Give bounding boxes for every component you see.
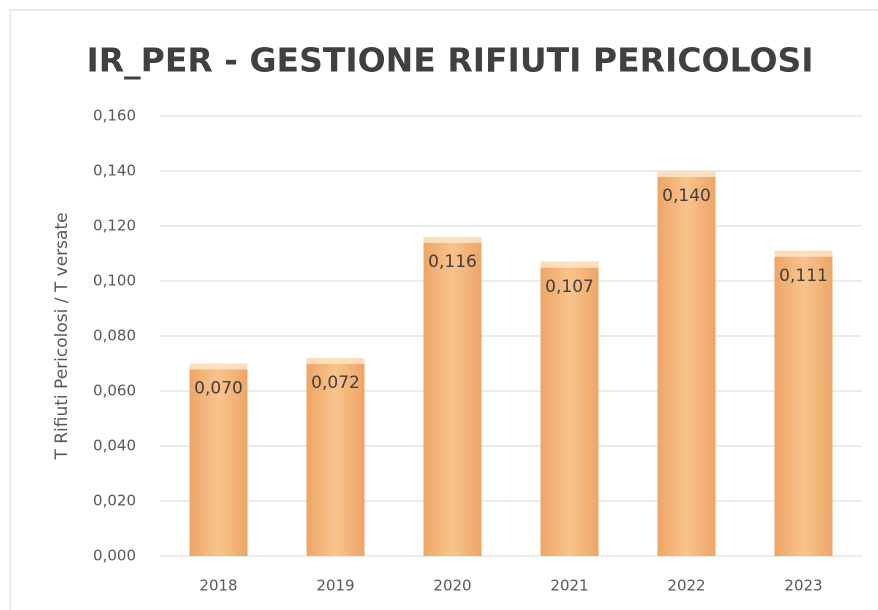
- bar: [189, 363, 248, 556]
- bar-cap: [657, 171, 716, 177]
- x-tick-label: 2020: [433, 577, 471, 595]
- bar: [774, 250, 833, 556]
- y-axis-label: T Rifiuti Pericolosi / T versate: [52, 212, 72, 460]
- bar-cap: [540, 261, 599, 268]
- bar: [657, 171, 716, 556]
- bar-cap: [423, 237, 482, 243]
- frame: [9, 9, 878, 610]
- data-label: 0,116: [428, 252, 477, 272]
- chart-title: IR_PER - GESTIONE RIFIUTI PERICOLOSI: [86, 41, 813, 80]
- x-tick-label: 2021: [550, 577, 588, 595]
- data-label: 0,107: [545, 277, 594, 297]
- x-tick-label: 2023: [784, 577, 822, 595]
- y-tick-label: 0,160: [93, 107, 136, 125]
- data-label: 0,072: [311, 373, 360, 393]
- y-tick-label: 0,100: [93, 272, 136, 290]
- bar: [540, 261, 599, 556]
- y-tick-label: 0,060: [93, 382, 136, 400]
- bar-cap: [306, 358, 365, 364]
- x-tick-label: 2022: [667, 577, 705, 595]
- bar: [306, 358, 365, 556]
- bar-cap: [774, 250, 833, 257]
- y-tick-label: 0,080: [93, 327, 136, 345]
- data-label: 0,111: [779, 266, 828, 286]
- y-tick-label: 0,000: [93, 547, 136, 565]
- x-tick-label: 2018: [199, 577, 237, 595]
- data-label: 0,070: [194, 379, 243, 399]
- data-label: 0,140: [662, 186, 711, 206]
- y-tick-label: 0,120: [93, 217, 136, 235]
- bar-cap: [189, 363, 248, 370]
- y-tick-label: 0,020: [93, 492, 136, 510]
- y-tick-label: 0,040: [93, 437, 136, 455]
- x-tick-label: 2019: [316, 577, 354, 595]
- y-tick-label: 0,140: [93, 162, 136, 180]
- bar: [423, 237, 482, 556]
